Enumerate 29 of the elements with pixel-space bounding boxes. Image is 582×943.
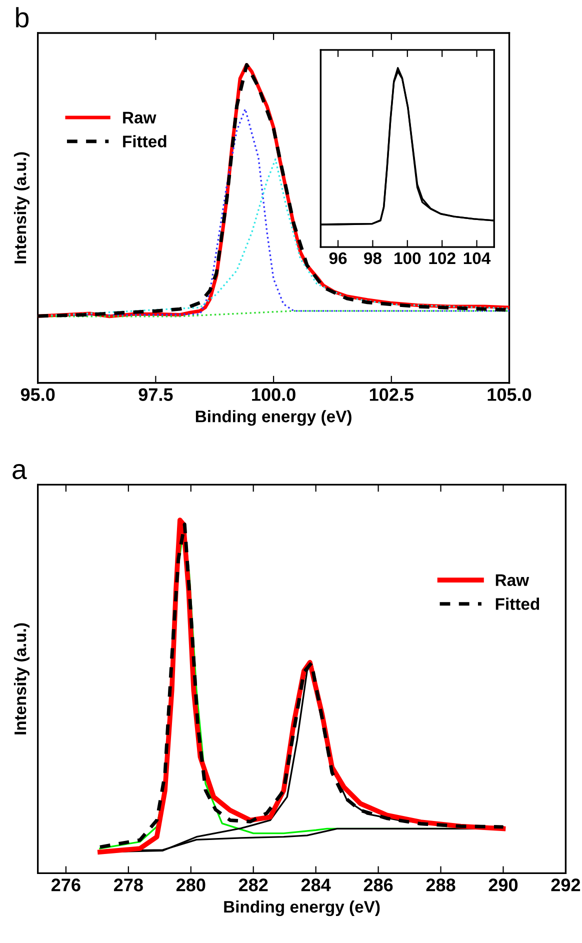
x-tick-label: 100.0 (252, 388, 296, 401)
x-tick-label: 282 (238, 878, 268, 892)
x-tick-label: 96 (329, 252, 347, 264)
x-tick-label: 102.5 (370, 388, 414, 401)
x-axis-title: Binding energy (eV) (196, 410, 352, 426)
x-tick-label: 98 (364, 252, 382, 264)
x-tick-label: 286 (364, 878, 393, 892)
x-tick-label: 290 (488, 878, 518, 892)
chart-title: a (12, 464, 27, 480)
legend-label: Raw (123, 112, 156, 124)
x-tick-label: 284 (301, 878, 331, 892)
y-axis-title: Intensity (a.u.) (14, 152, 30, 264)
chart-title: b (16, 7, 29, 28)
x-tick-label: 278 (114, 878, 143, 892)
x-tick-label: 102 (429, 252, 456, 264)
x-tick-label: 276 (52, 878, 80, 892)
y-axis-title: Intensity (a.u.) (14, 623, 30, 734)
legend-label: Fitted (123, 135, 166, 148)
legend-label: Raw (496, 574, 530, 586)
x-tick-label: 100 (394, 252, 421, 264)
x-tick-label: 104 (464, 252, 491, 264)
x-tick-label: 105.0 (488, 388, 532, 401)
x-axis-title: Binding energy (eV) (224, 900, 380, 916)
x-tick-label: 292 (551, 878, 580, 892)
legend-label: Fitted (496, 598, 540, 610)
x-tick-label: 280 (176, 878, 206, 892)
x-tick-label: 97.5 (138, 388, 173, 401)
x-tick-label: 288 (426, 878, 456, 892)
x-tick-label: 95.0 (20, 388, 55, 401)
